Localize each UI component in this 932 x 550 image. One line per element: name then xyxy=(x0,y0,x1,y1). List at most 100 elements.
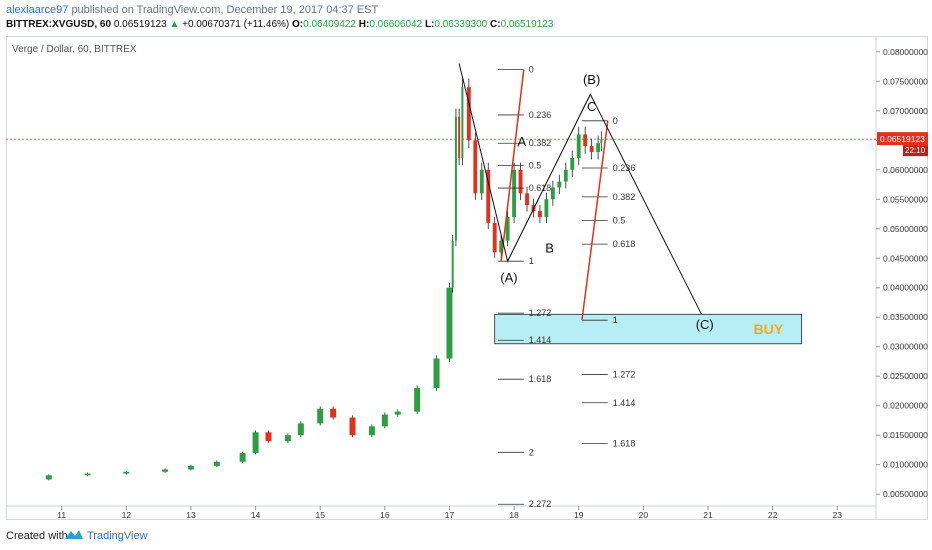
y-tick-label: 0.04000000 xyxy=(883,283,928,293)
candle-body xyxy=(187,465,194,470)
candle-body xyxy=(512,169,517,217)
wave-label: B xyxy=(545,240,554,255)
x-tick-label: 11 xyxy=(57,510,66,520)
fib-right-label: 0.618 xyxy=(613,239,636,249)
fib-left-label: 1.618 xyxy=(529,374,552,384)
fib-left-label: 1 xyxy=(529,256,534,266)
y-tick-label: 0.06000000 xyxy=(883,165,928,175)
candle-body xyxy=(600,139,603,144)
tradingview-brand[interactable]: TradingView xyxy=(87,530,148,542)
fib-left-label: 2 xyxy=(529,447,534,457)
low-value: 0.06339300 xyxy=(434,19,488,30)
y-tick-label: 0.07000000 xyxy=(883,106,928,116)
candle-body xyxy=(466,87,471,141)
candle-body xyxy=(479,169,484,194)
close-label: C: xyxy=(490,19,501,30)
x-tick-label: 19 xyxy=(574,510,584,520)
publish-line: alexiaarce97 published on TradingView.co… xyxy=(6,4,378,16)
x-tick-label: 20 xyxy=(639,510,649,520)
current-price-badge xyxy=(877,132,928,146)
candle-body xyxy=(451,240,454,288)
candle-body xyxy=(544,199,549,217)
wave-label: C xyxy=(587,99,596,114)
y-tick-label: 0.05000000 xyxy=(883,224,928,234)
candle-body xyxy=(297,423,304,436)
y-tick-label: 0.04500000 xyxy=(883,253,928,263)
ohlc-line: BITTREX:XVGUSD, 60 0.06519123 ▲ +0.00670… xyxy=(6,19,553,30)
candle-body xyxy=(213,461,220,466)
chart-header: alexiaarce97 published on TradingView.co… xyxy=(0,0,932,36)
chart-frame xyxy=(6,36,928,520)
buy-label: BUY xyxy=(754,321,784,337)
fib-right-label: 1.272 xyxy=(613,369,636,379)
price-change: +0.00670371 (+11.46%) xyxy=(182,19,290,30)
fib-left-label: 1.272 xyxy=(529,308,552,318)
close-value: 0.06519123 xyxy=(500,19,554,30)
fib-right-label: 0.5 xyxy=(613,216,626,226)
candle-body xyxy=(525,193,529,206)
candle-body xyxy=(596,143,601,153)
x-tick-label: 21 xyxy=(703,510,713,520)
current-price-label: 0.06519123 xyxy=(880,134,925,144)
candle-body xyxy=(538,211,542,217)
wave-label: (B) xyxy=(583,72,600,87)
x-tick-label: 18 xyxy=(509,510,519,520)
candle-body xyxy=(492,222,497,253)
fib-right-label: 1.618 xyxy=(613,438,636,448)
author-link[interactable]: alexiaarce97 xyxy=(6,4,69,16)
candle-body xyxy=(518,169,523,194)
candle-body xyxy=(349,417,356,436)
y-tick-label: 0.02500000 xyxy=(883,371,928,381)
candle-body xyxy=(486,169,491,223)
published-text: published on TradingView.com, December 1… xyxy=(71,4,379,16)
candle-body xyxy=(473,140,478,194)
footer: Created with TradingView xyxy=(0,522,932,550)
x-tick-label: 13 xyxy=(186,510,196,520)
wave-label: (A) xyxy=(500,270,517,285)
chart-title: Verge / Dollar, 60, BITTREX xyxy=(12,44,137,55)
candle-body xyxy=(45,475,52,480)
candle-body xyxy=(252,432,259,453)
candle-body xyxy=(284,435,291,442)
fib-right-anchor-line xyxy=(581,120,609,321)
candle-body xyxy=(550,187,555,200)
created-with-text: Created with xyxy=(6,530,68,542)
fib-left-label: 0 xyxy=(529,64,534,74)
candle-body xyxy=(265,432,272,442)
fib-right-label: 0 xyxy=(613,116,618,126)
candle-body xyxy=(570,157,575,170)
candle-body xyxy=(317,408,324,424)
y-tick-label: 0.01500000 xyxy=(883,430,928,440)
fib-left-label: 0.382 xyxy=(529,138,552,148)
price-chart[interactable]: Verge / Dollar, 60, BITTREX 0.08000000 0.0… xyxy=(6,36,928,520)
candle-timer: 22:10 xyxy=(905,146,926,155)
y-tick-label: 0.01000000 xyxy=(883,460,928,470)
candle-body xyxy=(330,408,337,418)
wave-label: (C) xyxy=(696,317,714,332)
candle-body xyxy=(505,216,510,241)
x-tick-label: 14 xyxy=(251,510,261,520)
candle-body xyxy=(583,134,588,147)
fib-left-label: 0.5 xyxy=(529,161,542,171)
candle-body xyxy=(239,452,246,462)
fib-left-anchor-line xyxy=(500,69,525,262)
fib-right-label: 0.236 xyxy=(613,163,636,173)
symbol: BITTREX:XVGUSD, 60 xyxy=(6,19,112,30)
candle-body xyxy=(458,116,461,158)
x-tick-label: 12 xyxy=(122,510,132,520)
y-tick-label: 0.03500000 xyxy=(883,312,928,322)
x-tick-label: 16 xyxy=(380,510,390,520)
fib-left-label: 0.236 xyxy=(529,110,552,120)
fib-right-label: 0.382 xyxy=(613,192,636,202)
y-tick-label: 0.07500000 xyxy=(883,76,928,86)
fib-left-label: 2.272 xyxy=(529,499,552,509)
last-price: 0.06519123 xyxy=(113,19,167,30)
open-value: 0.06409422 xyxy=(303,19,356,30)
buy-zone xyxy=(494,313,803,345)
high-label: H: xyxy=(358,19,370,30)
fib-left-label: 1.414 xyxy=(529,335,552,345)
high-value: 0.06606042 xyxy=(369,19,423,30)
candle-body xyxy=(368,426,375,436)
y-tick-label: 0.00500000 xyxy=(883,489,928,499)
fib-right-label: 1.414 xyxy=(613,398,636,408)
